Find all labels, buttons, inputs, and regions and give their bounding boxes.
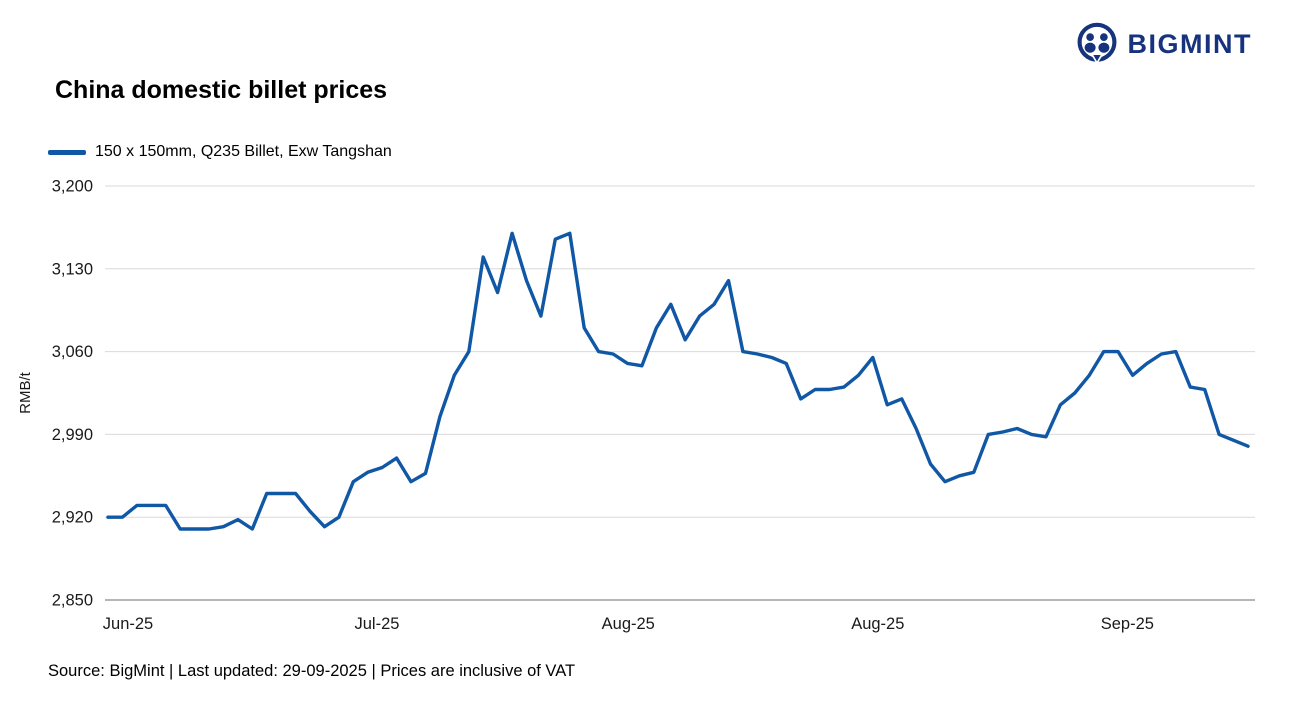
y-tick-label: 3,060 (52, 343, 93, 361)
legend-line-swatch (48, 149, 86, 155)
y-axis-title: RMB/t (17, 371, 34, 414)
y-tick-label: 2,850 (52, 592, 93, 610)
y-tick-label: 2,920 (52, 509, 93, 527)
y-tick-label: 3,130 (52, 260, 93, 278)
x-tick-label: Aug-25 (851, 615, 904, 633)
y-tick-label: 3,200 (52, 178, 93, 196)
x-tick-label: Jul-25 (354, 615, 399, 633)
chart-svg: 2,850 2,920 2,990 3,060 3,130 3,200 Jun-25 Jul-… (17, 178, 1255, 633)
price-line-series (106, 231, 1250, 531)
bigmint-logo: BIGMINT (1075, 22, 1253, 66)
x-tick-label: Jun-25 (103, 615, 153, 633)
source-note: Source: BigMint | Last updated: 29-09-20… (48, 662, 576, 680)
x-tick-label: Aug-25 (602, 615, 655, 633)
x-tick-label: Sep-25 (1101, 615, 1154, 633)
chart-legend: 150 x 150mm, Q235 Billet, Exw Tangshan (48, 143, 392, 161)
bigmint-logo-text: BIGMINT (1127, 28, 1252, 59)
y-tick-label: 2,990 (52, 426, 93, 444)
bigmint-logo-icon (1077, 22, 1116, 65)
legend-label: 150 x 150mm, Q235 Billet, Exw Tangshan (95, 143, 392, 160)
price-line-chart: 2,850 2,920 2,990 3,060 3,130 3,200 Jun-25 Jul-… (0, 170, 1290, 650)
chart-title: China domestic billet prices (55, 76, 388, 104)
